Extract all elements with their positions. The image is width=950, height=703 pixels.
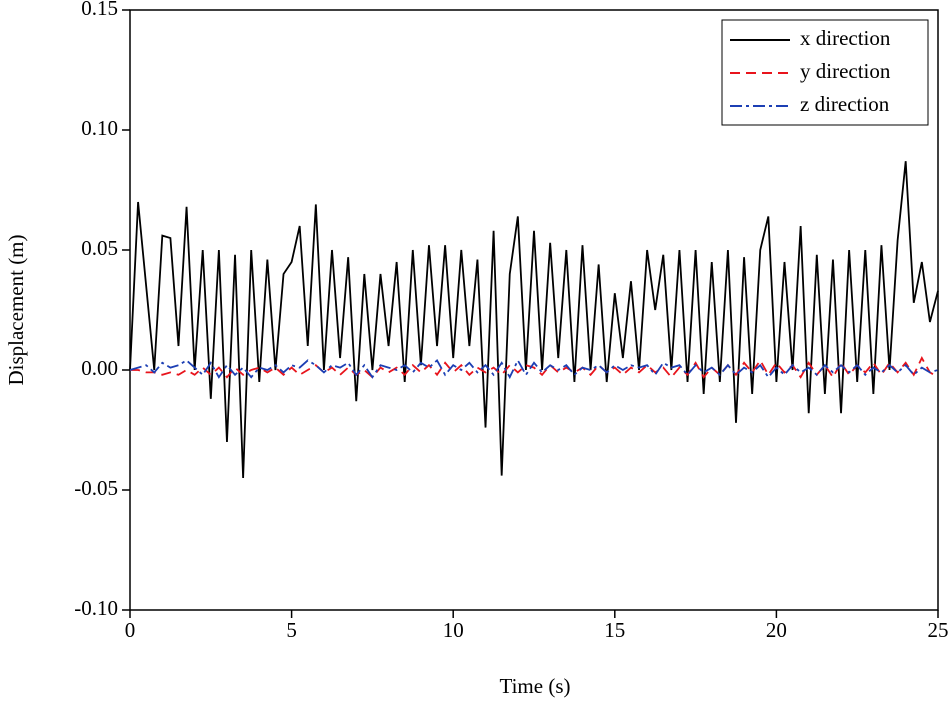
y-tick-label: 0.15	[81, 0, 118, 20]
x-tick-label: 5	[286, 618, 297, 642]
data-line	[129, 358, 939, 380]
plot-area	[129, 161, 939, 479]
x-tick-label: 25	[928, 618, 949, 642]
legend-label: y direction	[800, 59, 891, 83]
x-axis-label: Time (s)	[500, 674, 571, 698]
data-line	[129, 161, 939, 479]
legend-label: x direction	[800, 26, 891, 50]
y-tick-label: -0.10	[74, 596, 118, 620]
x-tick-label: 15	[604, 618, 625, 642]
y-tick-label: 0.10	[81, 116, 118, 140]
y-tick-label: 0.00	[81, 356, 118, 380]
legend-box	[721, 19, 929, 126]
legend: x direction y direction z direction	[721, 19, 929, 126]
y-axis-label: Displacement (m)	[4, 234, 28, 385]
legend-label: z direction	[800, 92, 890, 116]
x-tick-label: 20	[766, 618, 787, 642]
x-tick-label: 10	[443, 618, 464, 642]
x-tick-label: 0	[125, 618, 136, 642]
data-line	[130, 356, 939, 379]
y-tick-label: -0.05	[74, 476, 118, 500]
plot-frame	[129, 9, 939, 611]
y-tick-label: 0.05	[81, 236, 118, 260]
